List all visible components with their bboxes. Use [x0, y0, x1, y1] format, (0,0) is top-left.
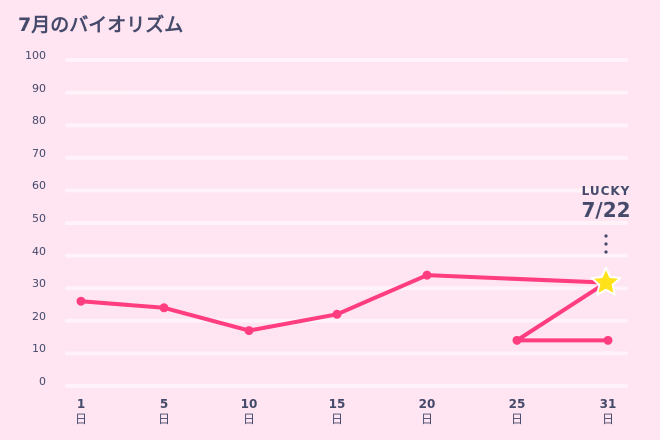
chart-title: 7月のバイオリズム: [18, 14, 184, 36]
biorhythm-series: [76, 270, 613, 345]
y-tick-label: 0: [39, 375, 46, 388]
star-icon: [590, 266, 622, 296]
y-tick-label: 100: [25, 49, 46, 62]
data-point: [159, 303, 169, 313]
lucky-dotted-connector: [604, 234, 608, 254]
x-tick-label: 20 日: [418, 397, 436, 426]
y-tick-label: 60: [32, 179, 46, 193]
lucky-annotation: LUCKY 7/22: [566, 184, 646, 222]
data-line: [80, 273, 608, 343]
x-tick-label: 31 日: [599, 397, 617, 426]
data-point: [332, 309, 342, 319]
y-tick-label: 20: [32, 309, 46, 323]
y-tick-label: 40: [32, 244, 46, 258]
y-tick-label: 50: [32, 212, 46, 225]
lucky-date: 7/22: [581, 198, 631, 222]
y-tick-label: 10: [32, 342, 46, 356]
lucky-label: LUCKY: [581, 184, 631, 198]
y-tick-label: 90: [32, 81, 46, 95]
gridlines: [65, 58, 628, 388]
data-point: [603, 335, 613, 345]
y-tick-label: 70: [32, 146, 46, 160]
x-tick-label: 10 日: [240, 397, 258, 426]
data-point: [512, 335, 522, 345]
x-tick-label: 15 日: [328, 397, 346, 426]
y-tick-label: 80: [32, 114, 46, 128]
y-tick-label: 30: [32, 277, 46, 291]
data-point: [76, 296, 86, 306]
data-point: [244, 326, 254, 336]
x-tick-label: 25 日: [508, 397, 526, 426]
data-point: [422, 270, 432, 280]
